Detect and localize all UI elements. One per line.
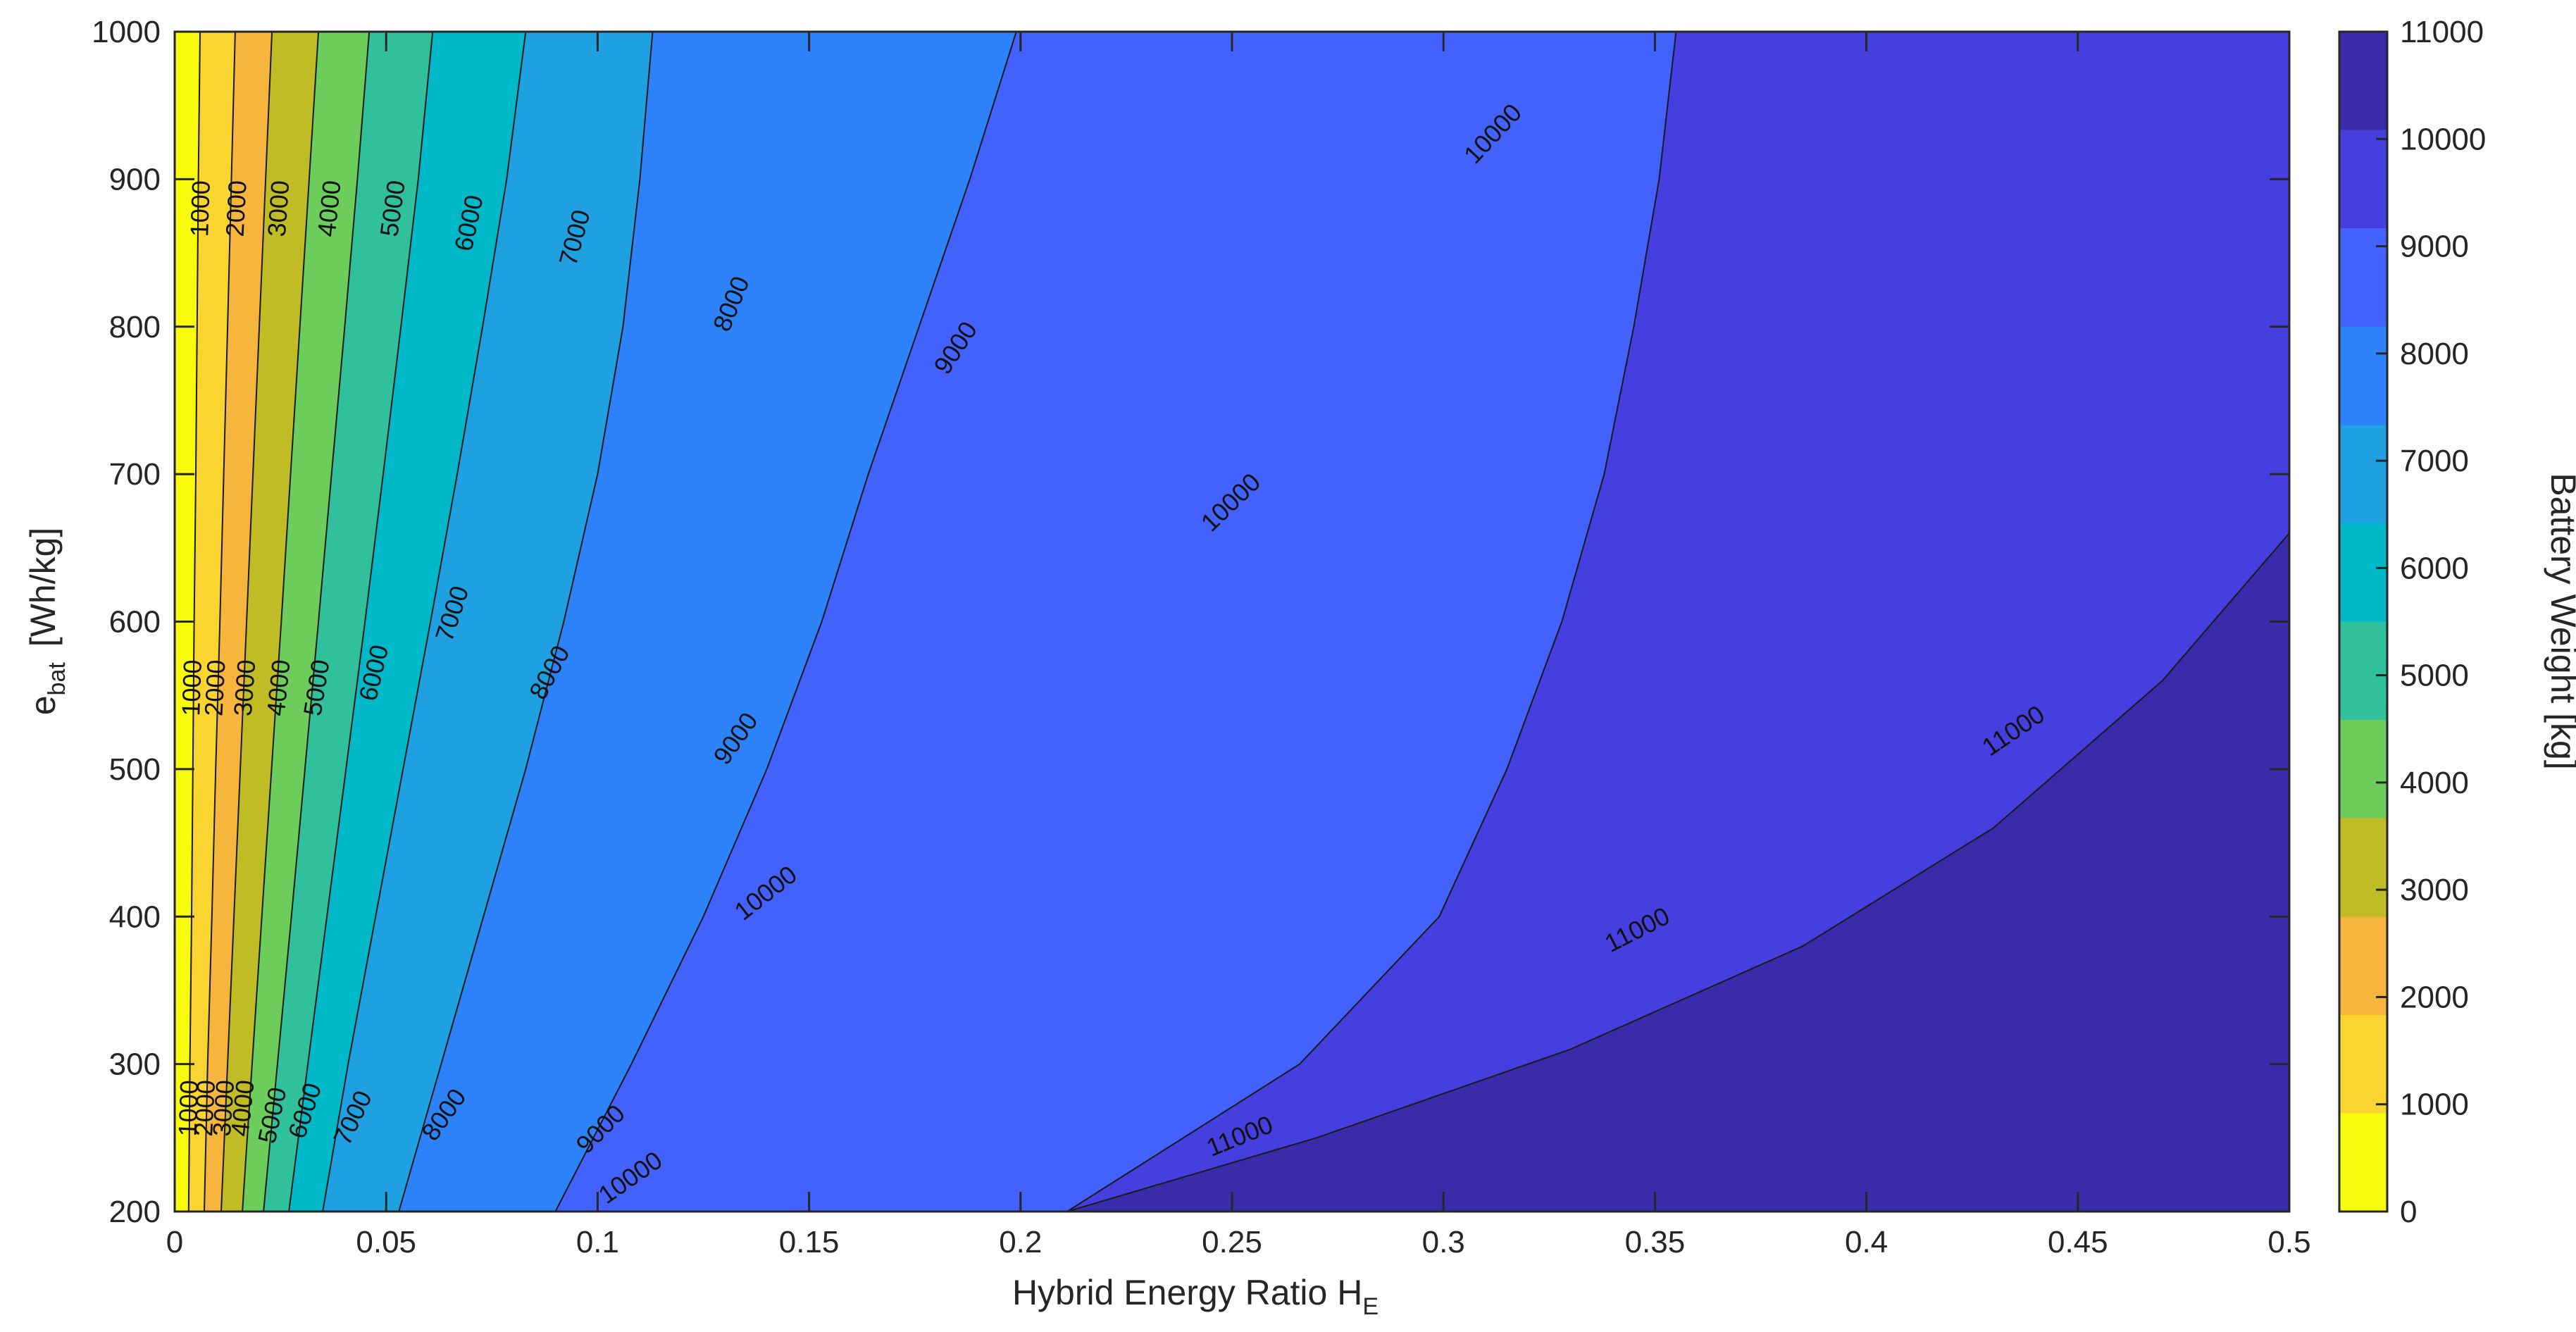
colorbar-tick-label: 3000 xyxy=(2400,873,2469,907)
contour-line xyxy=(204,32,236,1212)
x-axis-label: Hybrid Energy Ratio HE xyxy=(1012,1273,1379,1320)
colorbar-tick-label: 8000 xyxy=(2400,337,2469,371)
x-tick-label: 0.4 xyxy=(1845,1225,1888,1259)
x-axis-label-subscript: E xyxy=(1362,1293,1379,1320)
contour-label: 4000 xyxy=(225,1078,260,1138)
colorbar-tick-label: 9000 xyxy=(2400,230,2469,264)
contour-label: 4000 xyxy=(312,179,347,238)
contour-line xyxy=(398,32,654,1212)
colorbar-tick-label: 4000 xyxy=(2400,766,2469,800)
contour-label: 1000 xyxy=(185,180,216,237)
colorbar-tick-label: 5000 xyxy=(2400,659,2469,693)
y-axis-label: ebat [Wh/kg] xyxy=(23,528,70,716)
contour-label: 2000 xyxy=(199,659,230,716)
x-tick-label: 0.15 xyxy=(779,1225,840,1259)
contour-line xyxy=(1066,533,2289,1212)
x-tick-label: 0.3 xyxy=(1422,1225,1465,1259)
x-axis: 0 0.05 0.1 0.15 0.2 0.25 0.3 0.35 0.4 0.45 0.5 xyxy=(166,32,2311,1259)
contour-label: 2000 xyxy=(220,180,252,237)
colorbar-tick-label: 7000 xyxy=(2400,444,2469,478)
contour-label: 3000 xyxy=(262,180,294,238)
x-tick-label: 0.35 xyxy=(1625,1225,1686,1259)
y-tick-label: 500 xyxy=(109,752,161,787)
contour-line xyxy=(322,32,527,1212)
colorbar-tick-label: 0 xyxy=(2400,1195,2417,1229)
colorbar-tick-label: 6000 xyxy=(2400,551,2469,585)
contour-label: 3000 xyxy=(207,1079,239,1138)
x-tick-label: 0.1 xyxy=(576,1225,619,1259)
x-tick-label: 0.2 xyxy=(999,1225,1042,1259)
colorbar-gradient xyxy=(2338,30,2389,1213)
y-tick-label: 200 xyxy=(109,1195,161,1229)
contour-label: 1000 xyxy=(173,1080,204,1137)
y-tick-label: 800 xyxy=(109,310,161,344)
contour-line xyxy=(554,32,1017,1212)
y-tick-label: 300 xyxy=(109,1047,161,1082)
y-axis: 200 300 400 500 600 700 800 900 1000 xyxy=(92,15,2289,1229)
y-tick-label: 400 xyxy=(109,900,161,934)
y-tick-label: 1000 xyxy=(92,15,161,49)
y-axis-label-subscript: bat xyxy=(44,662,70,696)
contour-line xyxy=(242,32,320,1212)
contour-region xyxy=(1066,533,2289,1212)
colorbar-tick-label: 10000 xyxy=(2400,122,2486,156)
contour-line xyxy=(220,32,273,1212)
contour-label: 3000 xyxy=(228,659,261,717)
y-tick-label: 600 xyxy=(109,605,161,640)
y-axis-label-main: e xyxy=(23,695,63,715)
contour-label: 4000 xyxy=(261,658,296,717)
colorbar-tick-label: 2000 xyxy=(2400,980,2469,1014)
colorbar-label: Battery Weight [kg] xyxy=(2544,473,2576,769)
contour-label: 1000 xyxy=(176,659,207,716)
contour-lines xyxy=(187,32,2289,1212)
contour-line xyxy=(288,32,434,1212)
colorbar-tick-label: 1000 xyxy=(2400,1088,2469,1122)
x-tick-label: 0.5 xyxy=(2267,1225,2310,1259)
x-tick-label: 0.05 xyxy=(356,1225,416,1259)
contour-label: 2000 xyxy=(189,1079,220,1137)
x-axis-label-main: Hybrid Energy Ratio H xyxy=(1012,1273,1362,1312)
contour-line xyxy=(263,32,371,1212)
contour-fills xyxy=(175,32,2289,1212)
colorbar: 0 1000 2000 3000 4000 5000 6000 7000 8000 9000 100… xyxy=(2338,15,2576,1229)
y-tick-label: 900 xyxy=(109,162,161,197)
y-axis-label-unit: [Wh/kg] xyxy=(23,528,63,647)
x-tick-label: 0.45 xyxy=(2048,1225,2108,1259)
colorbar-ticks: 0 1000 2000 3000 4000 5000 6000 7000 8000 9000 100… xyxy=(2376,15,2486,1229)
x-tick-label: 0.25 xyxy=(1202,1225,1262,1259)
x-tick-label: 0 xyxy=(166,1225,183,1259)
contour-line xyxy=(1066,32,1677,1212)
colorbar-tick-label: 11000 xyxy=(2400,15,2484,49)
y-tick-label: 700 xyxy=(109,457,161,492)
